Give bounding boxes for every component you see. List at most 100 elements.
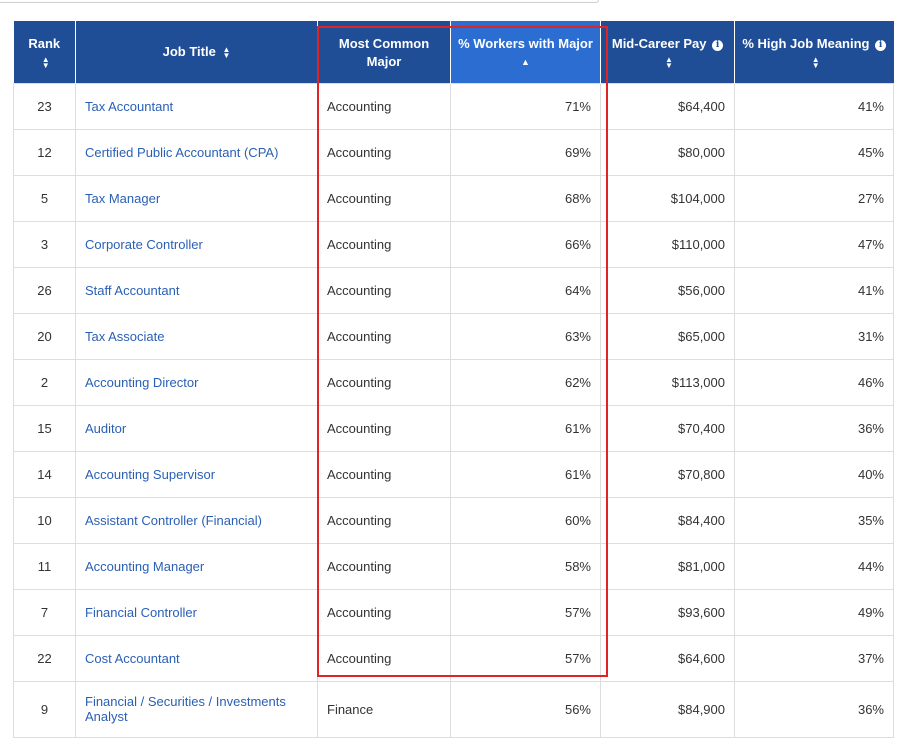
job-title-cell: Corporate Controller [75, 220, 318, 268]
job-meaning-cell: 35% [734, 496, 894, 544]
rank-column-header[interactable]: Rank ▲ ▼ [13, 21, 76, 83]
rank-cell: 14 [13, 450, 76, 498]
major-cell: Finance [317, 680, 451, 738]
table-row: 26 Staff Accountant Accounting 64% $56,0… [13, 266, 894, 314]
job-title-cell: Financial / Securities / Investments Ana… [75, 680, 318, 738]
job-meaning-header-label: % High Job Meaning [742, 36, 870, 51]
major-cell: Accounting [317, 450, 451, 498]
rank-cell: 5 [13, 174, 76, 222]
major-cell: Accounting [317, 496, 451, 544]
workers-pct-header-label: % Workers with Major [458, 36, 593, 51]
job-title-cell: Certified Public Accountant (CPA) [75, 128, 318, 176]
job-title-cell: Tax Associate [75, 312, 318, 360]
rank-cell: 9 [13, 680, 76, 738]
mid-career-pay-cell: $64,400 [600, 82, 735, 130]
job-meaning-cell: 49% [734, 588, 894, 636]
mid-career-pay-cell: $70,400 [600, 404, 735, 452]
job-title-link[interactable]: Financial / Securities / Investments Ana… [85, 694, 286, 724]
workers-pct-cell: 61% [450, 450, 601, 498]
rank-cell: 2 [13, 358, 76, 406]
table-row: 5 Tax Manager Accounting 68% $104,000 27… [13, 174, 894, 222]
job-title-link[interactable]: Assistant Controller (Financial) [85, 512, 263, 528]
job-meaning-cell: 46% [734, 358, 894, 406]
major-cell: Accounting [317, 312, 451, 360]
mid-career-pay-cell: $65,000 [600, 312, 735, 360]
rank-cell: 26 [13, 266, 76, 314]
workers-pct-cell: 64% [450, 266, 601, 314]
job-title-cell: Financial Controller [75, 588, 318, 636]
table-row: 11 Accounting Manager Accounting 58% $81… [13, 542, 894, 590]
workers-pct-cell: 57% [450, 634, 601, 682]
job-title-cell: Staff Accountant [75, 266, 318, 314]
job-title-link[interactable]: Accounting Supervisor [85, 466, 216, 482]
rank-header-label: Rank [28, 36, 61, 51]
workers-pct-cell: 57% [450, 588, 601, 636]
job-meaning-cell: 41% [734, 266, 894, 314]
rank-cell: 22 [13, 634, 76, 682]
job-title-link[interactable]: Accounting Director [85, 374, 199, 390]
major-cell: Accounting [317, 82, 451, 130]
job-title-link[interactable]: Certified Public Accountant (CPA) [85, 144, 279, 160]
workers-pct-cell: 63% [450, 312, 601, 360]
job-title-link[interactable]: Accounting Manager [85, 558, 205, 574]
major-column-header[interactable]: Most Common Major [317, 21, 451, 83]
job-title-cell: Cost Accountant [75, 634, 318, 682]
sort-ascending-icon: ▲ [521, 57, 530, 68]
mid-career-pay-cell: $56,000 [600, 266, 735, 314]
table-row: 14 Accounting Supervisor Accounting 61% … [13, 450, 894, 498]
table-row: 7 Financial Controller Accounting 57% $9… [13, 588, 894, 636]
sort-both-icon: ▲ ▼ [811, 54, 820, 70]
job-meaning-column-header[interactable]: % High Job Meaning i ▲ ▼ [734, 21, 894, 83]
job-title-cell: Auditor [75, 404, 318, 452]
job-title-cell: Accounting Director [75, 358, 318, 406]
jobs-table: Rank ▲ ▼ Job Title ▲ ▼ Most Common Major %… [13, 21, 894, 738]
job-title-link[interactable]: Corporate Controller [85, 236, 203, 252]
major-cell: Accounting [317, 174, 451, 222]
job-meaning-cell: 36% [734, 680, 894, 738]
info-icon[interactable]: i [712, 40, 724, 51]
table-row: 23 Tax Accountant Accounting 71% $64,400… [13, 82, 894, 130]
table-row: 9 Financial / Securities / Investments A… [13, 680, 894, 738]
workers-pct-column-header[interactable]: % Workers with Major ▲ [450, 21, 601, 83]
job-title-link[interactable]: Tax Manager [85, 190, 161, 206]
workers-pct-cell: 61% [450, 404, 601, 452]
mid-career-pay-cell: $64,600 [600, 634, 735, 682]
major-cell: Accounting [317, 542, 451, 590]
job-title-link[interactable]: Financial Controller [85, 604, 197, 620]
table-row: 15 Auditor Accounting 61% $70,400 36% [13, 404, 894, 452]
mid-career-pay-cell: $80,000 [600, 128, 735, 176]
sort-both-icon: ▲ ▼ [665, 54, 673, 70]
rank-cell: 15 [13, 404, 76, 452]
workers-pct-cell: 66% [450, 220, 601, 268]
workers-pct-cell: 62% [450, 358, 601, 406]
mid-career-pay-cell: $84,900 [600, 680, 735, 738]
rank-cell: 7 [13, 588, 76, 636]
table-body: 2 3 Tax Accountant Accounting 71% $64,400… [13, 82, 894, 738]
mid-career-pay-cell: $104,000 [600, 174, 735, 222]
rank-cell: 3 [13, 220, 76, 268]
job-title-link[interactable]: Tax Accountant [85, 98, 174, 114]
job-title-link[interactable]: Tax Associate [85, 328, 165, 344]
mid-career-pay-column-header[interactable]: Mid-Career Pay i ▲ ▼ [600, 21, 735, 83]
job-title-header-label: Job Title [162, 44, 216, 59]
job-title-column-header[interactable]: Job Title ▲ ▼ [75, 21, 318, 83]
major-cell: Accounting [317, 404, 451, 452]
info-icon[interactable]: i [875, 40, 887, 51]
sort-both-icon: ▲ ▼ [41, 54, 50, 70]
mid-career-pay-cell: $110,000 [600, 220, 735, 268]
workers-pct-cell: 60% [450, 496, 601, 544]
job-title-link[interactable]: Auditor [85, 420, 127, 436]
header-row: Rank ▲ ▼ Job Title ▲ ▼ Most Common Major %… [13, 21, 894, 83]
job-title-link[interactable]: Staff Accountant [85, 282, 180, 298]
job-title-cell: Accounting Manager [75, 542, 318, 590]
job-meaning-cell: 41% [734, 82, 894, 130]
workers-pct-cell: 71% [450, 82, 601, 130]
job-meaning-cell: 47% [734, 220, 894, 268]
mid-career-pay-cell: $70,800 [600, 450, 735, 498]
table-row: 3 Corporate Controller Accounting 66% $1… [13, 220, 894, 268]
job-title-cell: Tax Accountant [75, 82, 318, 130]
sort-both-icon: ▲ ▼ [222, 44, 231, 60]
table-row: 20 Tax Associate Accounting 63% $65,000 … [13, 312, 894, 360]
job-title-link[interactable]: Cost Accountant [85, 650, 180, 666]
major-cell: Accounting [317, 634, 451, 682]
